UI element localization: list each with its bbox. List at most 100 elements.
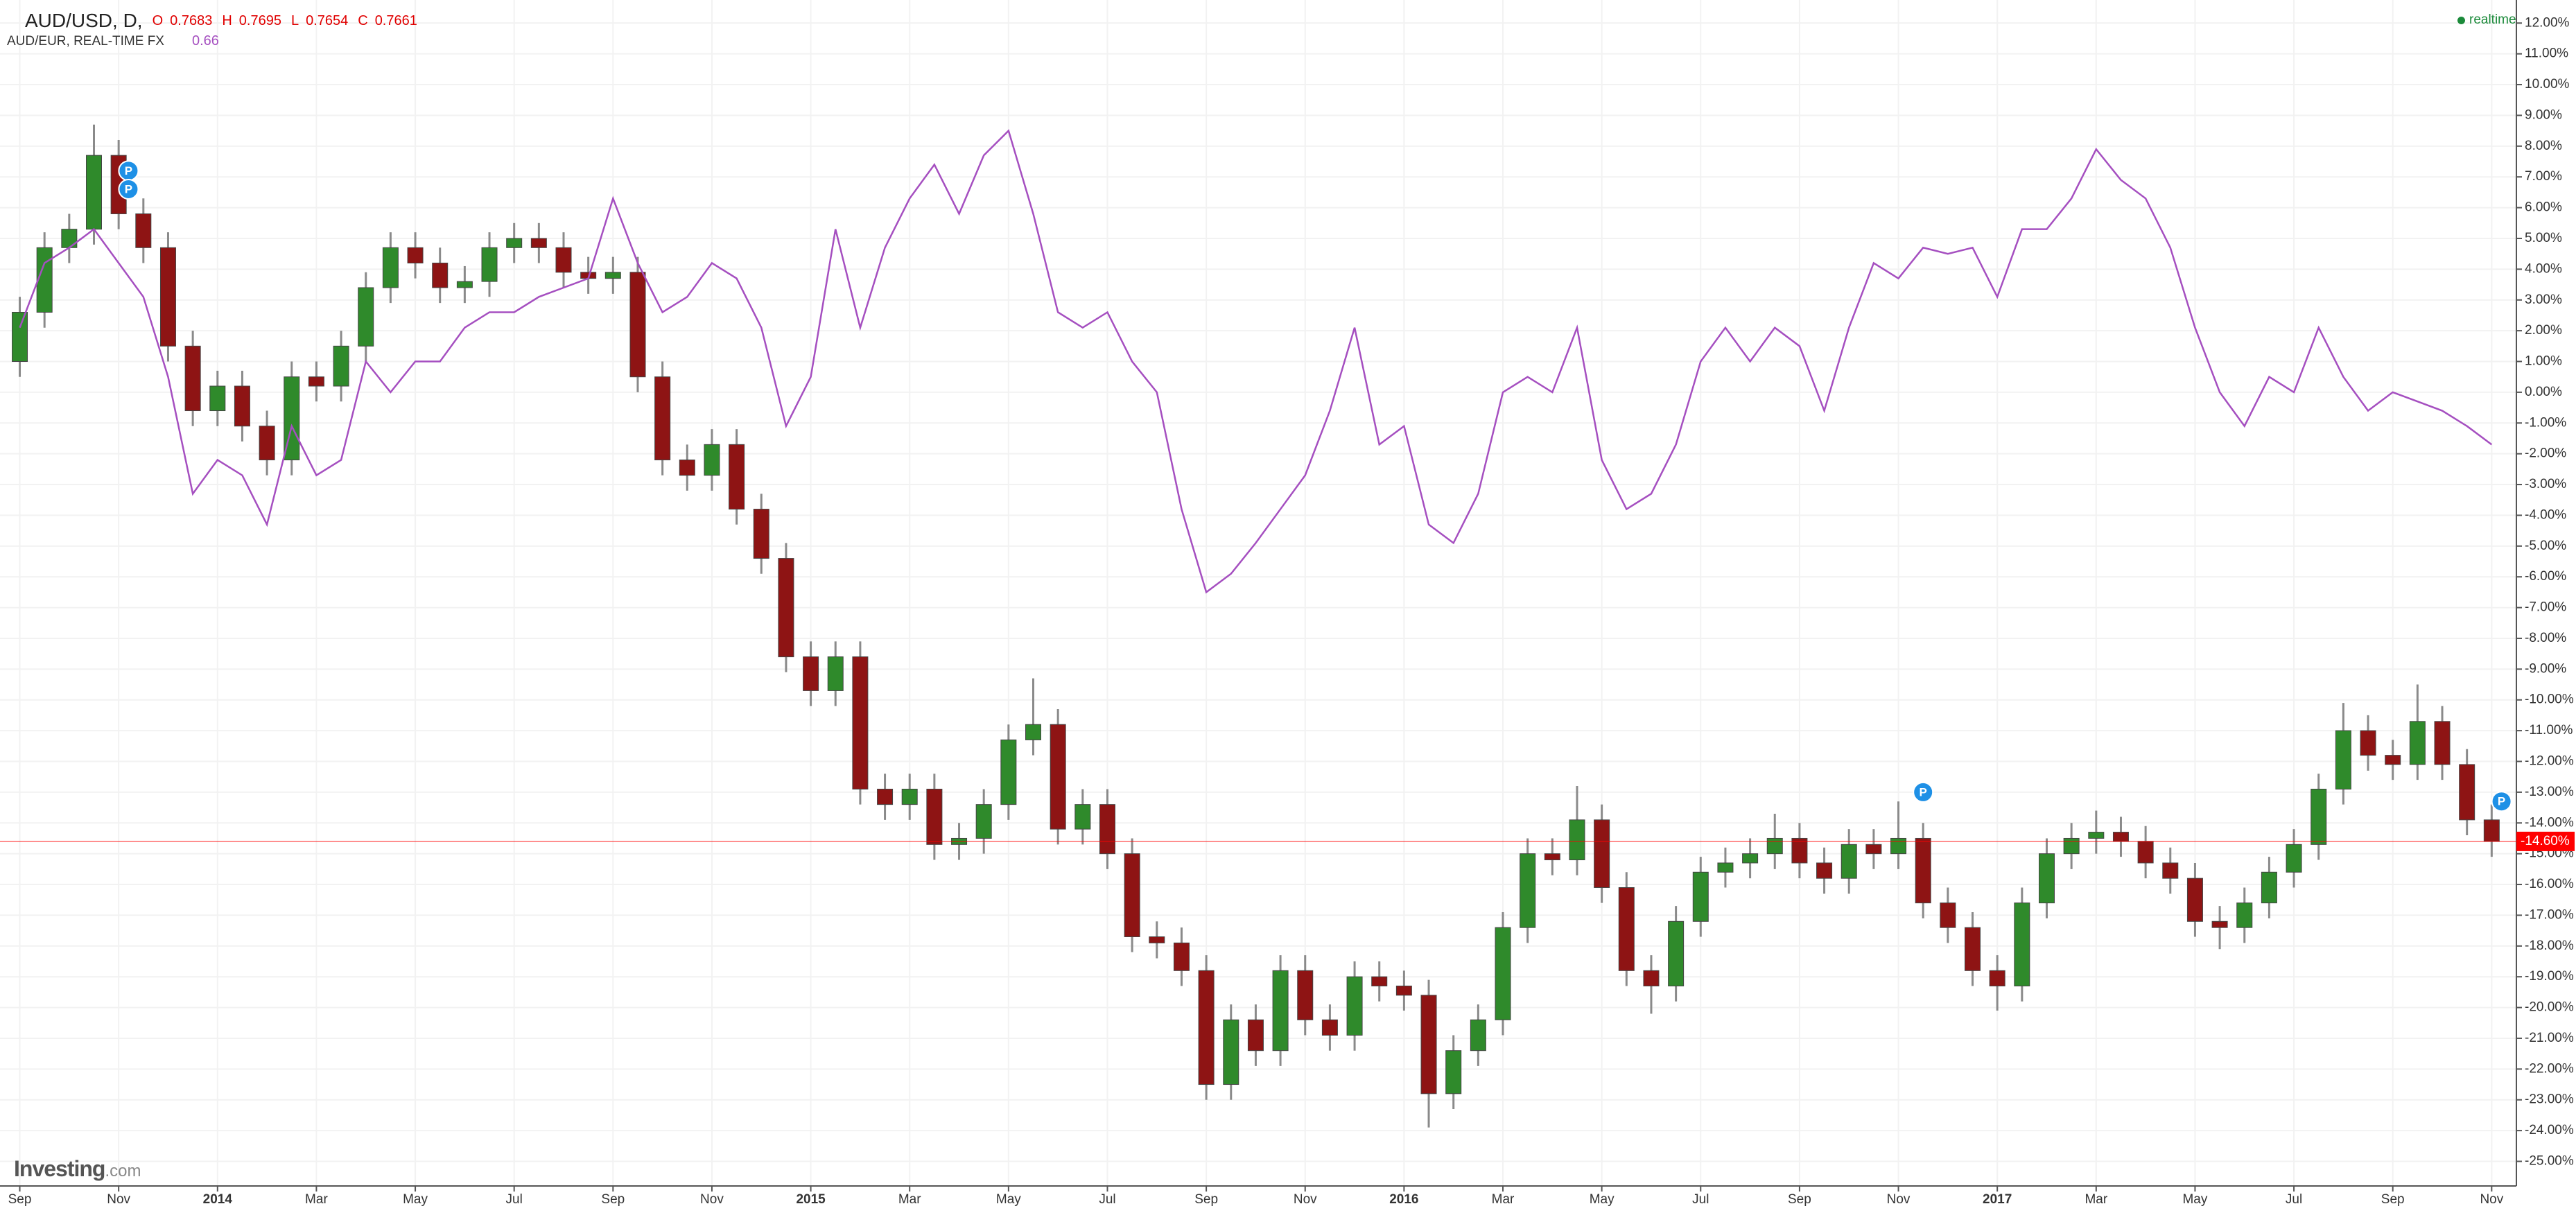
candle-body <box>1965 927 1981 971</box>
candle-body <box>2014 902 2030 987</box>
y-tick-label: -14.00% <box>2525 815 2574 830</box>
x-tick-label: Mar <box>1492 1192 1515 1207</box>
candle-body <box>1099 804 1115 855</box>
event-marker-label: P <box>125 182 132 195</box>
y-tick-label: 7.00% <box>2525 169 2562 184</box>
y-tick-label: -1.00% <box>2525 415 2566 430</box>
candle-body <box>604 272 621 279</box>
y-tick-label: -16.00% <box>2525 877 2574 891</box>
y-tick-label: -9.00% <box>2525 661 2566 676</box>
y-tick-label: -22.00% <box>2525 1061 2574 1076</box>
event-marker[interactable] <box>2491 791 2512 812</box>
y-tick-label: -4.00% <box>2525 507 2566 522</box>
candle-body <box>704 444 720 476</box>
y-tick-label: -11.00% <box>2525 723 2573 738</box>
x-tick-label: Sep <box>1194 1192 1218 1207</box>
event-marker-label: P <box>125 164 132 177</box>
event-marker[interactable] <box>1913 781 1934 803</box>
candle-body <box>86 155 103 230</box>
y-tick-label: -7.00% <box>2525 600 2566 615</box>
candle-body <box>2434 721 2451 765</box>
candle-body <box>1247 1019 1264 1051</box>
candle-body <box>1668 920 1685 987</box>
y-tick-label: -10.00% <box>2525 692 2574 707</box>
candle-body <box>1198 970 1215 1085</box>
candle-body <box>1643 970 1660 987</box>
candle-body <box>1520 853 1536 928</box>
quote-value: 0.7695 <box>238 12 281 28</box>
candle-body <box>209 385 226 412</box>
last-value-tag <box>2516 831 2575 851</box>
x-tick-label: Nov <box>107 1192 130 1207</box>
candle-body <box>2162 862 2179 879</box>
candle-body <box>1420 995 1437 1094</box>
candle-body <box>1000 739 1017 805</box>
candle-body <box>926 788 943 845</box>
y-tick-label: 9.00% <box>2525 107 2562 122</box>
candle-body <box>901 788 918 805</box>
x-tick-label: Mar <box>2085 1192 2107 1207</box>
symbol[interactable]: AUD/USD, D, <box>25 10 143 31</box>
x-tick-label: 2016 <box>1389 1192 1418 1207</box>
quote-value: 0.7683 <box>170 12 213 28</box>
x-tick-label: Jul <box>1099 1192 1115 1207</box>
y-tick-label: -3.00% <box>2525 477 2566 491</box>
candle-body <box>159 247 176 347</box>
candle-body <box>2385 755 2401 765</box>
candle-body <box>1766 837 1783 855</box>
x-tick-label: 2017 <box>1983 1192 2012 1207</box>
candle-body <box>1321 1019 1338 1036</box>
candle-body <box>729 444 745 510</box>
series-name[interactable]: AUD/EUR, REAL-TIME FX <box>7 33 164 49</box>
legend-row: AUD/EUR, REAL-TIME FX 0.66 <box>7 33 219 49</box>
candle-body <box>2137 841 2154 864</box>
candle-body <box>234 385 250 427</box>
y-tick-label: 5.00% <box>2525 231 2562 245</box>
y-tick-label: 2.00% <box>2525 323 2562 338</box>
candle-body <box>333 345 349 387</box>
candle-body <box>1989 970 2005 987</box>
candle-body <box>259 426 275 461</box>
candle-body <box>877 788 894 805</box>
y-tick-label: 1.00% <box>2525 354 2562 369</box>
x-tick-label: May <box>2182 1192 2207 1207</box>
y-tick-label: 6.00% <box>2525 200 2562 215</box>
y-tick-label: 4.00% <box>2525 261 2562 276</box>
candle-body <box>2360 730 2376 756</box>
y-tick-label: -12.00% <box>2525 754 2574 769</box>
x-tick-label: Sep <box>2381 1192 2405 1207</box>
x-tick-label: Nov <box>700 1192 724 1207</box>
candle-body <box>803 656 819 691</box>
candle-body <box>1692 871 1709 922</box>
y-tick-label: -25.00% <box>2525 1154 2574 1169</box>
quote-value: 0.7654 <box>306 12 349 28</box>
quote-key: H <box>222 12 232 28</box>
candle-body <box>1074 804 1091 830</box>
candle-body <box>1050 724 1066 830</box>
event-marker-label: P <box>1920 785 1927 799</box>
candle-body <box>1915 837 1931 904</box>
candle-body <box>1495 927 1511 1020</box>
y-tick-label: -2.00% <box>2525 446 2566 461</box>
quote-key: O <box>152 12 164 28</box>
x-tick-label: Sep <box>1788 1192 1811 1207</box>
candle-body <box>2211 920 2228 928</box>
candle-body <box>778 558 794 658</box>
candle-body <box>1371 976 1388 987</box>
quote-value: 0.7661 <box>374 12 417 28</box>
candle-body <box>555 247 572 273</box>
candle-body <box>1025 724 1042 740</box>
series-last-value: 0.66 <box>191 33 219 49</box>
x-tick-label: Jul <box>506 1192 523 1207</box>
candle-body <box>1816 862 1833 879</box>
candle-body <box>407 247 424 263</box>
candle-body <box>12 311 28 363</box>
candle-body <box>432 262 449 288</box>
candle-body <box>2112 832 2129 842</box>
x-tick-label: Nov <box>1887 1192 1911 1207</box>
y-tick-label: -18.00% <box>2525 939 2574 953</box>
quote-key: C <box>358 12 368 28</box>
event-marker[interactable] <box>118 178 139 200</box>
y-tick-label: -6.00% <box>2525 569 2566 584</box>
